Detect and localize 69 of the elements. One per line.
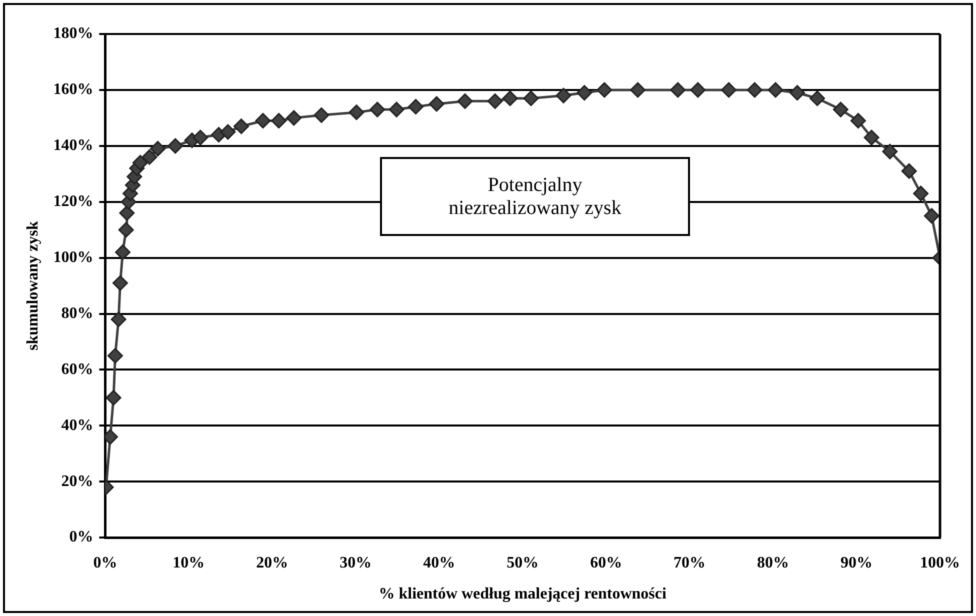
point xyxy=(370,102,386,118)
point xyxy=(556,88,572,104)
point xyxy=(168,138,184,154)
y-tick-label: 100% xyxy=(53,248,94,266)
x-tick-label: 60% xyxy=(590,554,622,572)
point xyxy=(746,82,762,98)
point xyxy=(286,110,302,126)
point xyxy=(882,144,898,160)
point xyxy=(850,112,866,128)
point xyxy=(690,82,706,98)
point xyxy=(810,90,826,106)
y-tick-label: 0% xyxy=(69,528,94,546)
y-tick-label: 40% xyxy=(61,416,94,434)
point xyxy=(768,82,784,98)
y-axis-title: skumulowany zysk xyxy=(24,221,42,350)
point xyxy=(487,93,503,109)
x-tick-label: 20% xyxy=(256,554,288,572)
x-tick-label: 10% xyxy=(172,554,205,572)
point xyxy=(107,348,123,364)
point xyxy=(271,112,287,128)
point xyxy=(630,82,646,98)
point xyxy=(670,82,686,98)
y-tick-label: 60% xyxy=(61,360,94,378)
point xyxy=(110,312,126,328)
x-tick-label: 30% xyxy=(340,554,372,572)
y-tick-label: 20% xyxy=(61,472,94,490)
point xyxy=(913,186,929,202)
point xyxy=(523,90,539,106)
x-tick-label: 80% xyxy=(757,554,790,572)
point xyxy=(132,154,148,170)
point xyxy=(112,275,128,291)
point xyxy=(348,104,364,120)
y-tick-label: 120% xyxy=(53,193,94,210)
y-tick-label: 180% xyxy=(53,25,94,42)
point xyxy=(864,130,880,146)
point xyxy=(106,390,122,406)
point xyxy=(924,208,940,224)
point xyxy=(428,96,444,112)
point xyxy=(832,102,848,118)
text-box: Potencjalny niezrealizowany zysk xyxy=(380,157,690,236)
point xyxy=(150,140,166,156)
y-tick-label: 160% xyxy=(53,81,94,98)
point xyxy=(142,149,158,165)
x-tick-label: 70% xyxy=(674,554,706,572)
x-axis-title: % klientów według malejącej rentowności xyxy=(378,586,667,603)
point xyxy=(790,85,805,101)
x-tick-label: 40% xyxy=(423,554,456,572)
point xyxy=(114,244,130,260)
point xyxy=(220,124,236,140)
x-tick-label: 50% xyxy=(506,554,539,572)
point xyxy=(721,82,737,98)
point xyxy=(388,102,404,118)
point xyxy=(901,163,917,179)
point xyxy=(119,205,135,221)
point xyxy=(576,85,592,101)
point xyxy=(255,112,271,128)
y-tick-label: 80% xyxy=(61,304,94,322)
point xyxy=(314,107,330,123)
point xyxy=(192,130,208,146)
point xyxy=(118,222,134,238)
x-tick-label: 100% xyxy=(920,554,960,572)
point xyxy=(596,82,612,98)
y-tick-label: 140% xyxy=(53,137,94,154)
x-tick-label: 0% xyxy=(93,554,118,572)
x-tick-label: 90% xyxy=(840,554,873,572)
point xyxy=(457,93,473,109)
point xyxy=(234,118,250,134)
point xyxy=(408,98,424,114)
point xyxy=(502,90,518,106)
